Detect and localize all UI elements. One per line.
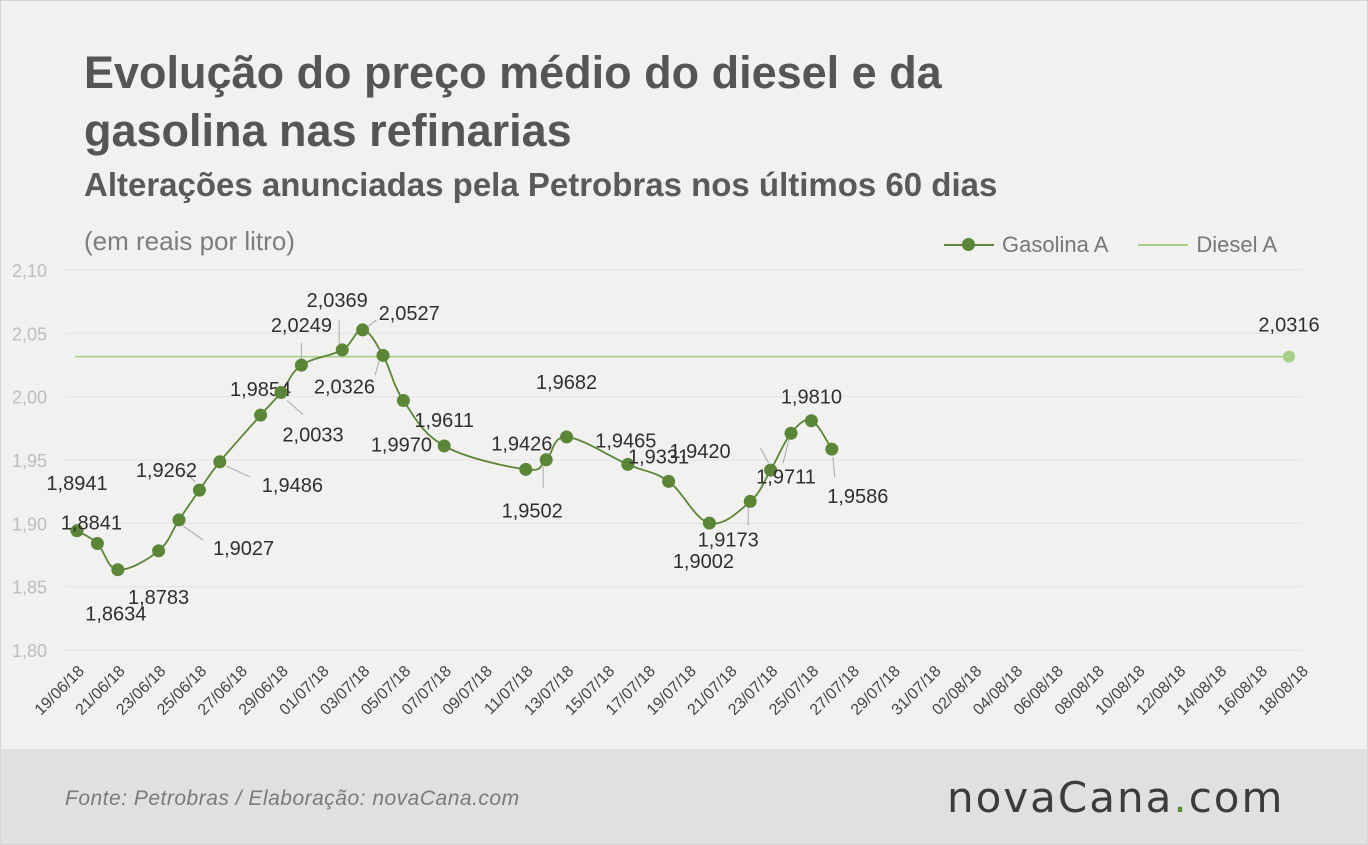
gasolina-marker	[335, 343, 349, 357]
data-label: 1,8841	[61, 512, 122, 534]
data-label: 1,9420	[669, 441, 730, 463]
data-label: 1,9331	[628, 446, 689, 468]
data-label: 1,9586	[827, 486, 888, 508]
gasolina-marker	[213, 455, 227, 469]
gasolina-marker	[702, 516, 716, 530]
gasolina-marker	[376, 348, 390, 362]
gasolina-marker	[70, 524, 84, 538]
data-label: 1,9810	[781, 387, 842, 409]
footer-bar: Fonte: Petrobras / Elaboração: novaCana.…	[1, 749, 1367, 844]
data-label: 1,9426	[491, 433, 552, 455]
gasolina-marker	[519, 462, 533, 476]
label-leader-line	[368, 319, 377, 327]
data-label: 2,0249	[271, 315, 332, 337]
legend: Gasolina A Diesel A	[940, 230, 1277, 260]
diesel-legend-marker	[1134, 235, 1189, 255]
legend-label-diesel: Diesel A	[1196, 232, 1278, 257]
data-label: 1,9970	[371, 434, 432, 456]
gasolina-marker	[825, 442, 839, 456]
label-leader-line	[760, 447, 770, 464]
data-label: 2,0527	[379, 303, 440, 325]
logo-tld: com	[1188, 773, 1285, 822]
label-leader-line	[286, 400, 304, 415]
gasolina-marker	[804, 414, 818, 428]
gasolina-legend-marker	[940, 235, 994, 255]
y-tick-label: 2,10	[12, 261, 47, 281]
data-label: 2,0369	[307, 290, 368, 312]
y-tick-label: 1,85	[12, 578, 47, 598]
gasolina-marker	[621, 457, 635, 471]
legend-item-diesel: Diesel A	[1134, 232, 1277, 258]
label-leader-line	[374, 361, 380, 376]
gasolina-marker	[437, 439, 451, 453]
units-note: (em reais por litro)	[84, 226, 295, 256]
data-label: 1,9173	[698, 529, 759, 551]
label-leader-line	[183, 469, 196, 483]
chart-title: Evolução do preço médio do diesel e da g…	[84, 47, 942, 156]
label-leader-line	[182, 525, 204, 541]
gasolina-marker	[662, 474, 676, 488]
source-note: Fonte: Petrobras / Elaboração: novaCana.…	[65, 787, 520, 810]
data-label: 1,9502	[502, 501, 563, 523]
data-label: 1,9027	[213, 538, 274, 560]
data-label: 1,9262	[136, 460, 197, 482]
logo-main: novaCana	[947, 773, 1174, 822]
data-label: 1,9465	[595, 430, 656, 452]
data-label: 2,0316	[1258, 315, 1319, 337]
diesel-end-marker	[1283, 350, 1295, 363]
data-label: 1,9486	[262, 475, 323, 497]
y-tick-label: 2,00	[12, 388, 47, 408]
data-label: 1,9682	[536, 372, 597, 394]
gasolina-marker	[172, 513, 186, 527]
data-label: 1,8783	[128, 587, 189, 609]
gasolina-marker	[396, 393, 410, 407]
legend-label-gasolina: Gasolina A	[1002, 232, 1109, 257]
gasolina-marker	[90, 536, 104, 550]
y-tick-label: 1,95	[12, 451, 47, 471]
gasolina-marker	[152, 544, 166, 558]
gasolina-marker	[274, 385, 288, 399]
gasolina-marker	[743, 494, 757, 508]
gasolina-marker	[356, 323, 370, 337]
label-leader-line	[832, 457, 836, 478]
gasolina-marker	[192, 483, 206, 497]
data-label: 2,0033	[282, 424, 343, 446]
novacana-logo: novaCana.com	[947, 773, 1284, 822]
gasolina-marker	[111, 563, 125, 577]
data-label: 1,8941	[46, 473, 107, 495]
legend-item-gasolina: Gasolina A	[940, 232, 1108, 258]
data-label: 1,9002	[673, 551, 734, 573]
label-leader-line	[782, 439, 790, 464]
data-label: 2,0326	[314, 376, 375, 398]
data-label: 1,8634	[85, 604, 146, 626]
y-tick-label: 2,05	[12, 324, 47, 344]
gasolina-marker	[560, 430, 574, 444]
gasolina-marker	[254, 408, 268, 422]
gasolina-marker	[764, 463, 778, 477]
chart-subtitle: Alterações anunciadas pela Petrobras nos…	[84, 166, 998, 203]
gasolina-marker	[784, 426, 798, 440]
data-label: 1,9611	[414, 410, 474, 432]
label-leader-line	[225, 465, 251, 478]
data-label: 1,9711	[756, 466, 816, 488]
gasolina-marker	[539, 453, 553, 467]
y-tick-label: 1,90	[12, 514, 47, 534]
y-tick-label: 1,80	[12, 641, 47, 661]
logo-dot: .	[1173, 773, 1189, 822]
gasolina-marker	[294, 358, 308, 372]
